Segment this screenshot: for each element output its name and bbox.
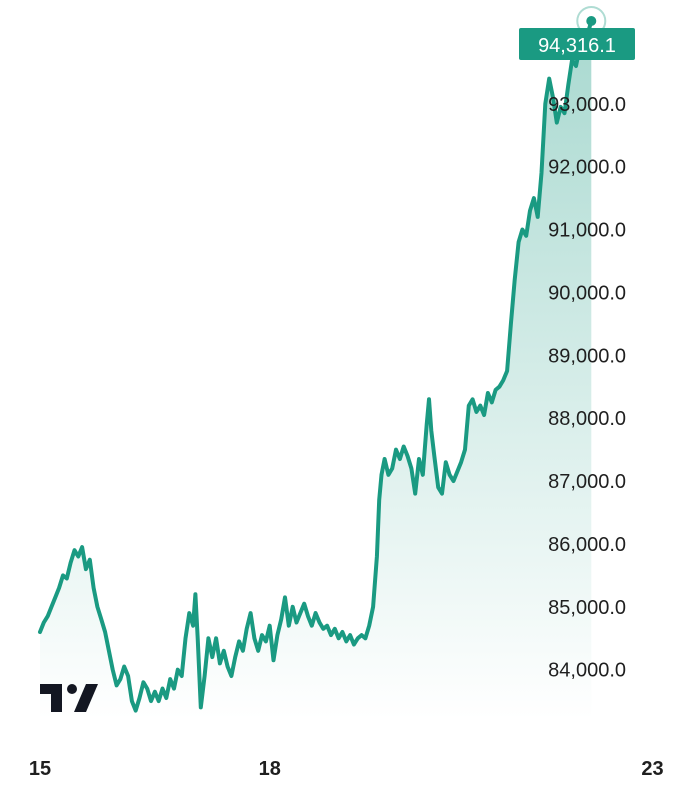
y-tick-label: 88,000.0: [548, 408, 626, 430]
y-tick-label: 92,000.0: [548, 157, 626, 179]
last-price-tag: 94,316.1: [519, 28, 635, 60]
x-axis: 15 18 23: [29, 758, 664, 780]
y-tick-label: 89,000.0: [548, 345, 626, 367]
tradingview-logo-icon: [40, 684, 98, 712]
y-tick-label: 91,000.0: [548, 220, 626, 242]
x-tick-label: 18: [259, 758, 281, 780]
y-tick-label: 86,000.0: [548, 534, 626, 556]
y-tick-label: 87,000.0: [548, 471, 626, 493]
price-area-fill: [40, 21, 592, 720]
logo-slash: [74, 684, 98, 712]
y-tick-label: 85,000.0: [548, 597, 626, 619]
x-tick-label: 23: [641, 758, 663, 780]
last-price-value: 94,316.1: [538, 35, 616, 57]
price-line: [38, 19, 594, 713]
logo-dot: [67, 684, 77, 694]
last-point-dot: [586, 15, 597, 26]
y-tick-label: 93,000.0: [548, 94, 626, 116]
y-tick-label: 84,000.0: [548, 660, 626, 682]
logo-t-shape: [40, 684, 62, 712]
y-tick-label: 90,000.0: [548, 282, 626, 304]
price-tag-background: [519, 28, 635, 60]
y-axis: 84,000.0 85,000.0 86,000.0 87,000.0 88,000.0…: [548, 94, 626, 682]
x-tick-label: 15: [29, 758, 51, 780]
